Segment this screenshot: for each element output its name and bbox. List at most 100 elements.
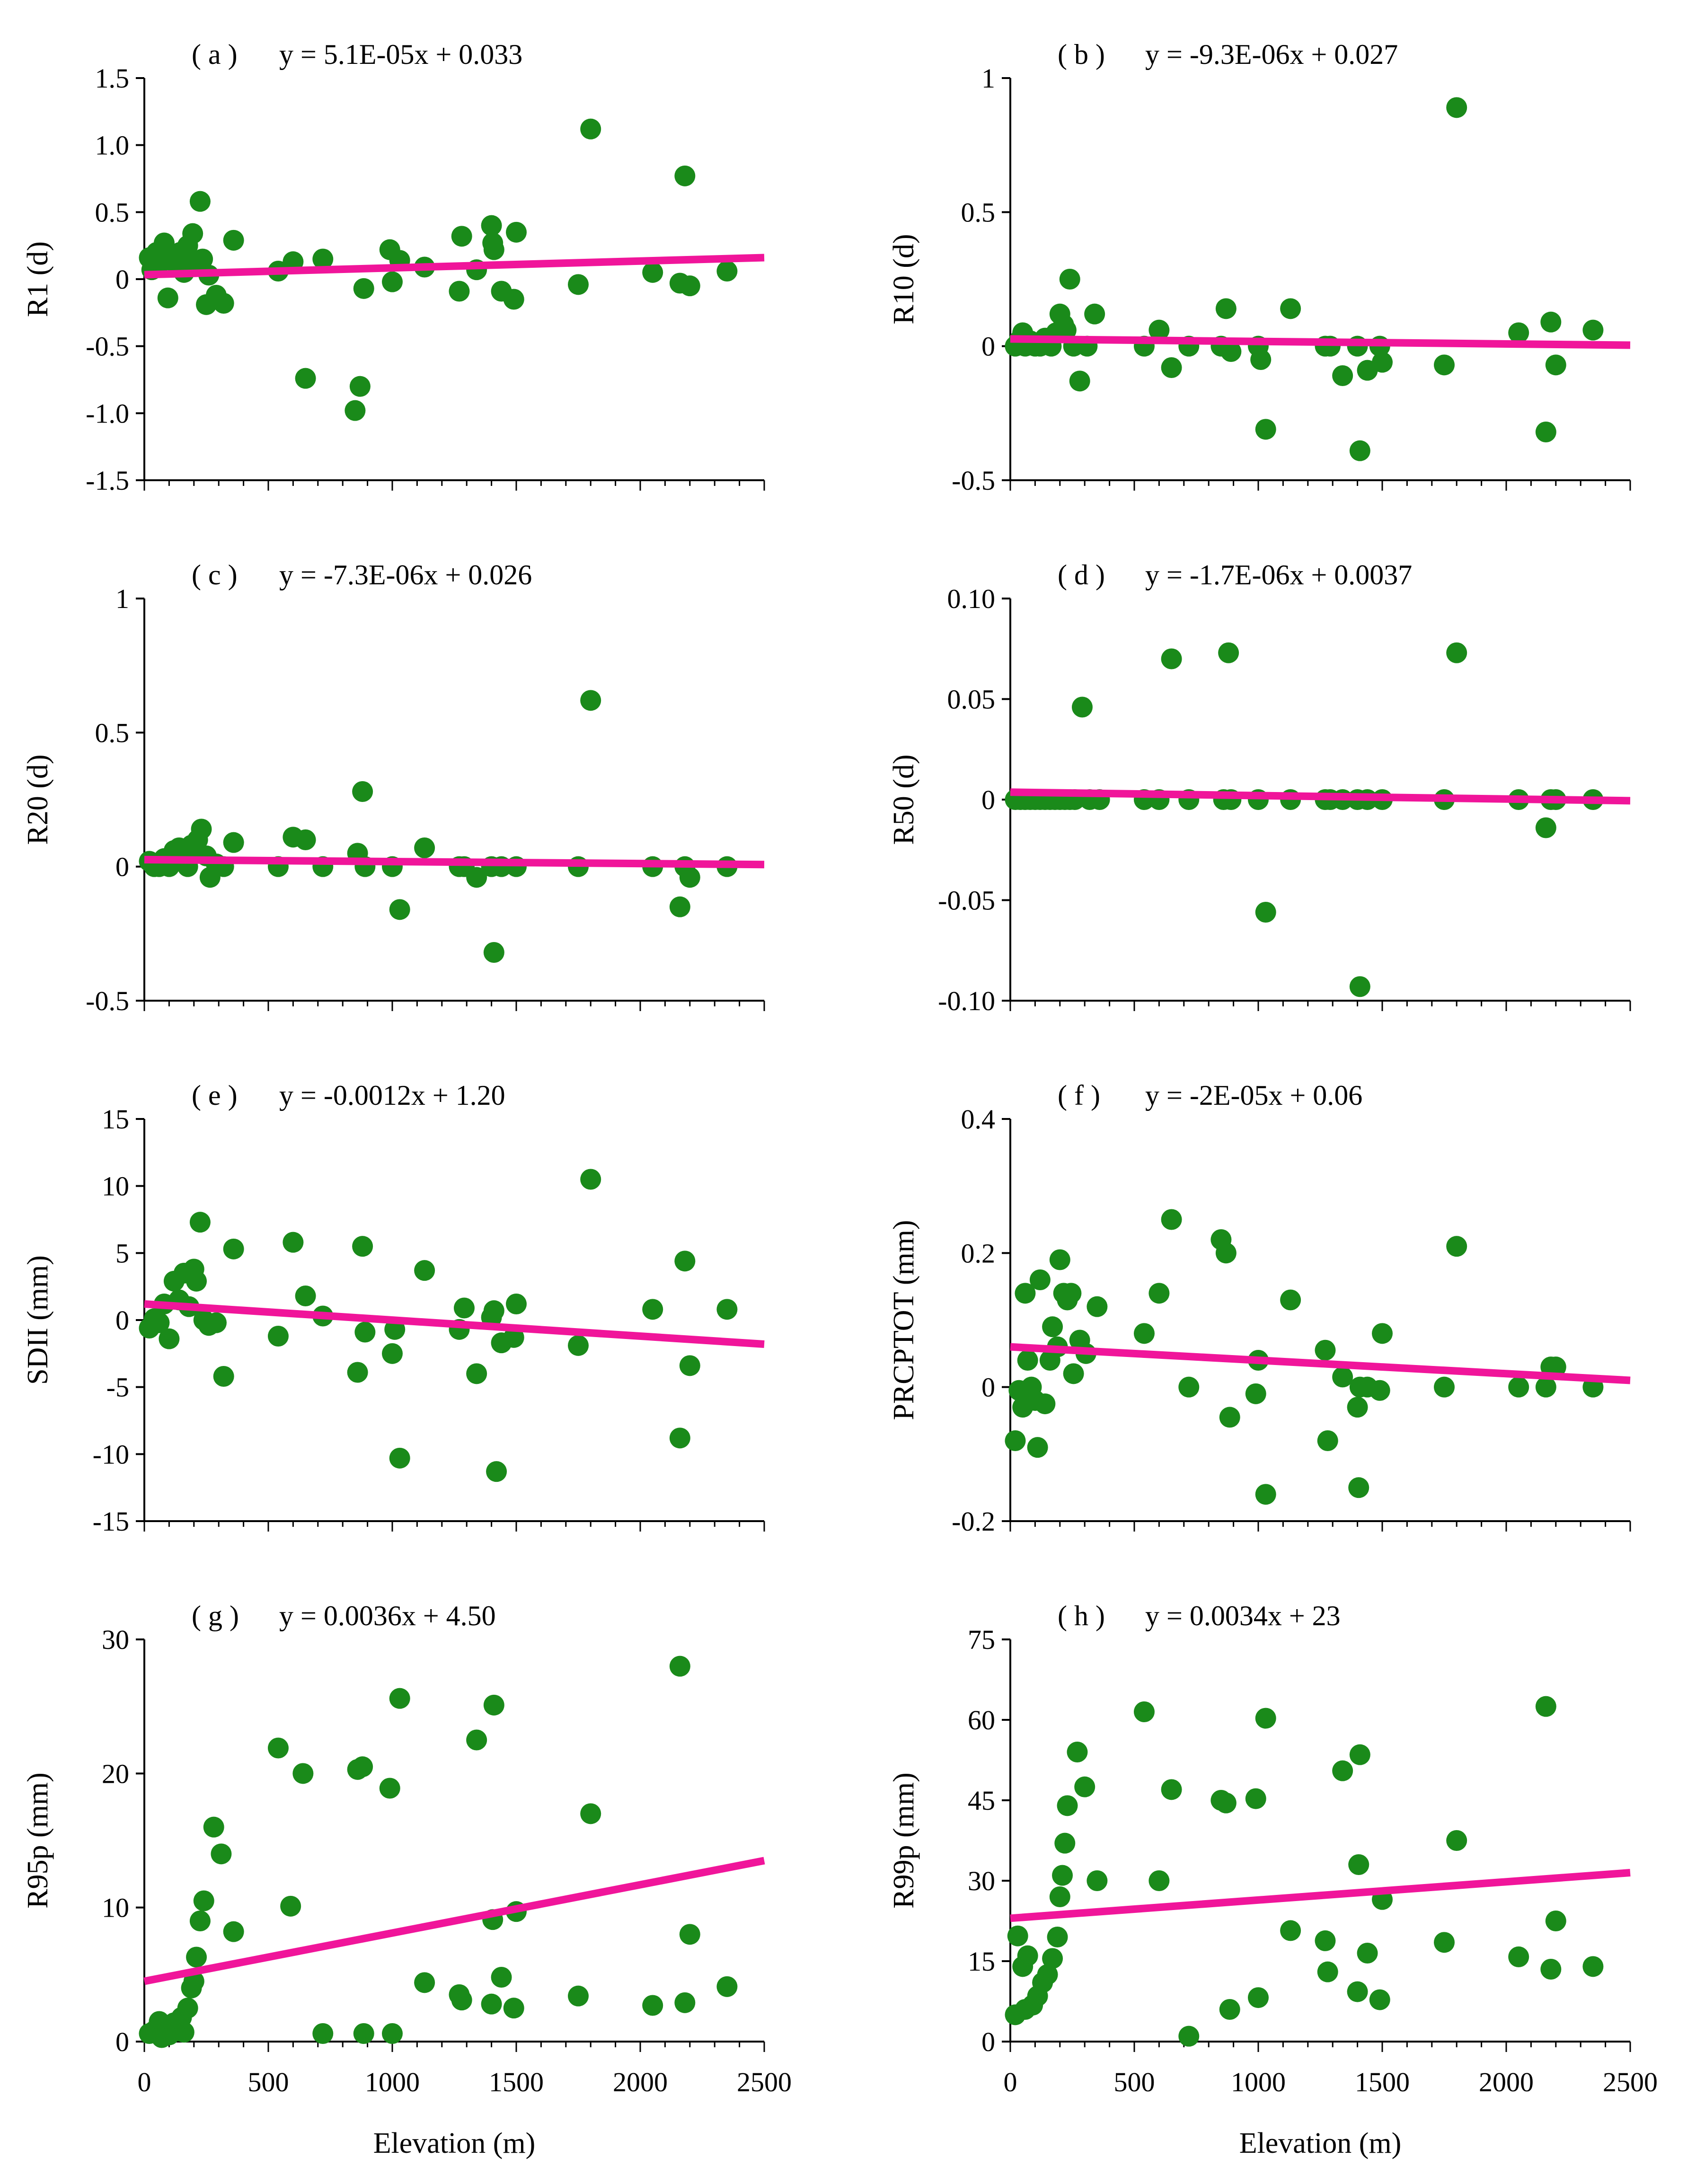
data-point — [191, 819, 212, 840]
trend-equation: y = 0.0034x + 23 — [1145, 1600, 1341, 1631]
y-tick-label: 75 — [968, 1624, 995, 1655]
data-point — [1250, 349, 1272, 370]
trend-equation: y = -1.7E-06x + 0.0037 — [1145, 559, 1412, 590]
data-point — [1029, 1269, 1051, 1290]
data-point — [1086, 1870, 1108, 1891]
trend-line — [1010, 1869, 1631, 1922]
data-point — [1161, 648, 1182, 669]
data-point — [379, 1778, 400, 1799]
y-tick-label: -0.5 — [86, 331, 129, 362]
data-point — [674, 165, 696, 186]
data-point — [267, 1326, 289, 1347]
panel-d: -0.10 -0.05 0 0.05 0.10 R50 (d) ( d ) y = -1.7E… — [888, 559, 1631, 1016]
data-point — [283, 1232, 304, 1253]
trend-equation: y = 0.0036x + 4.50 — [279, 1600, 496, 1631]
data-point — [483, 1694, 504, 1716]
data-point — [679, 867, 700, 888]
data-point — [642, 262, 663, 283]
data-point — [1317, 1961, 1338, 1982]
data-point — [568, 1985, 589, 2007]
y-tick-label: 15 — [968, 1946, 995, 1977]
y-tick-label: 0.5 — [95, 197, 130, 228]
panel-b: -0.5 0 0.5 1 R10 (d) ( b ) y = -9.3E-06x + 0.0… — [888, 39, 1631, 496]
data-point — [580, 1169, 601, 1190]
y-tick-label: -1.0 — [86, 398, 129, 429]
data-point — [679, 1355, 700, 1376]
data-point — [1005, 1430, 1026, 1451]
data-point — [1034, 1393, 1056, 1415]
data-point — [1349, 1744, 1370, 1765]
panel-label: ( f ) — [1058, 1080, 1100, 1111]
data-point — [173, 2022, 194, 2043]
data-point — [1161, 1209, 1182, 1230]
y-tick-label: -0.05 — [938, 885, 995, 916]
data-point — [1582, 1956, 1604, 1977]
data-point — [481, 215, 502, 236]
y-tick-label: 0 — [981, 1372, 995, 1403]
data-point — [149, 1312, 170, 1333]
data-point — [389, 1447, 410, 1469]
data-point — [716, 1976, 738, 1997]
y-axis-title: PRCPTOT (mm) — [888, 1220, 920, 1420]
data-point — [1161, 357, 1182, 378]
y-tick-label: -0.5 — [86, 986, 129, 1016]
data-point — [352, 781, 373, 802]
data-point — [1042, 1948, 1063, 1969]
data-point — [1372, 352, 1393, 373]
data-point — [1255, 1484, 1276, 1505]
y-tick-label: 0.5 — [961, 197, 996, 228]
trend-equation: y = -2E-05x + 0.06 — [1145, 1080, 1362, 1111]
data-point — [223, 229, 244, 251]
trend-equation: y = -9.3E-06x + 0.027 — [1145, 39, 1398, 70]
data-point — [1535, 1696, 1556, 1717]
trend-equation: y = -7.3E-06x + 0.026 — [279, 559, 532, 590]
data-point — [1067, 1742, 1088, 1762]
data-point — [312, 248, 334, 270]
data-point — [1357, 1943, 1378, 1964]
data-point — [189, 1911, 211, 1931]
y-axis-title: R99p (mm) — [888, 1772, 920, 1909]
data-point — [1054, 1832, 1076, 1854]
data-point — [1315, 1339, 1336, 1361]
data-point — [1315, 1930, 1336, 1951]
data-point — [466, 1729, 487, 1751]
data-point — [1148, 1283, 1170, 1304]
data-point — [642, 1995, 663, 2016]
data-point — [157, 287, 178, 308]
x-tick-label: 1000 — [365, 2067, 420, 2097]
y-tick-label: 0 — [981, 784, 995, 815]
data-point — [312, 2023, 334, 2044]
trend-line — [144, 254, 765, 279]
x-tick-label: 500 — [248, 2067, 289, 2097]
data-point — [1545, 1911, 1566, 1931]
x-tick-label: 1000 — [1231, 2067, 1286, 2097]
data-point — [1148, 319, 1170, 341]
data-point — [382, 2023, 403, 2044]
data-point — [481, 1993, 502, 2015]
data-point — [716, 1299, 738, 1320]
y-tick-label: 10 — [102, 1171, 129, 1202]
data-point — [580, 1803, 601, 1824]
data-point — [1446, 1236, 1467, 1257]
y-tick-label: -0.2 — [952, 1506, 995, 1537]
panel-label: ( d ) — [1058, 559, 1105, 590]
data-point — [1280, 1920, 1301, 1941]
y-tick-label: 0 — [115, 852, 129, 882]
data-point — [1017, 1945, 1038, 1966]
y-tick-label: -0.5 — [952, 465, 995, 496]
y-tick-label: 1.0 — [95, 130, 130, 161]
data-point — [344, 400, 366, 421]
data-point — [203, 1816, 224, 1838]
x-axis-title: Elevation (m) — [1239, 2127, 1402, 2159]
data-point — [1535, 422, 1556, 442]
y-tick-label: 5 — [115, 1238, 129, 1268]
y-tick-label: 0 — [981, 2026, 995, 2057]
y-tick-label: 20 — [102, 1758, 129, 1789]
data-point — [414, 837, 435, 858]
data-point — [213, 293, 234, 314]
panel-label: ( a ) — [192, 39, 238, 70]
data-point — [292, 1763, 314, 1784]
data-point — [414, 1972, 435, 1993]
data-point — [1348, 1477, 1369, 1498]
y-tick-label: -15 — [93, 1506, 129, 1537]
